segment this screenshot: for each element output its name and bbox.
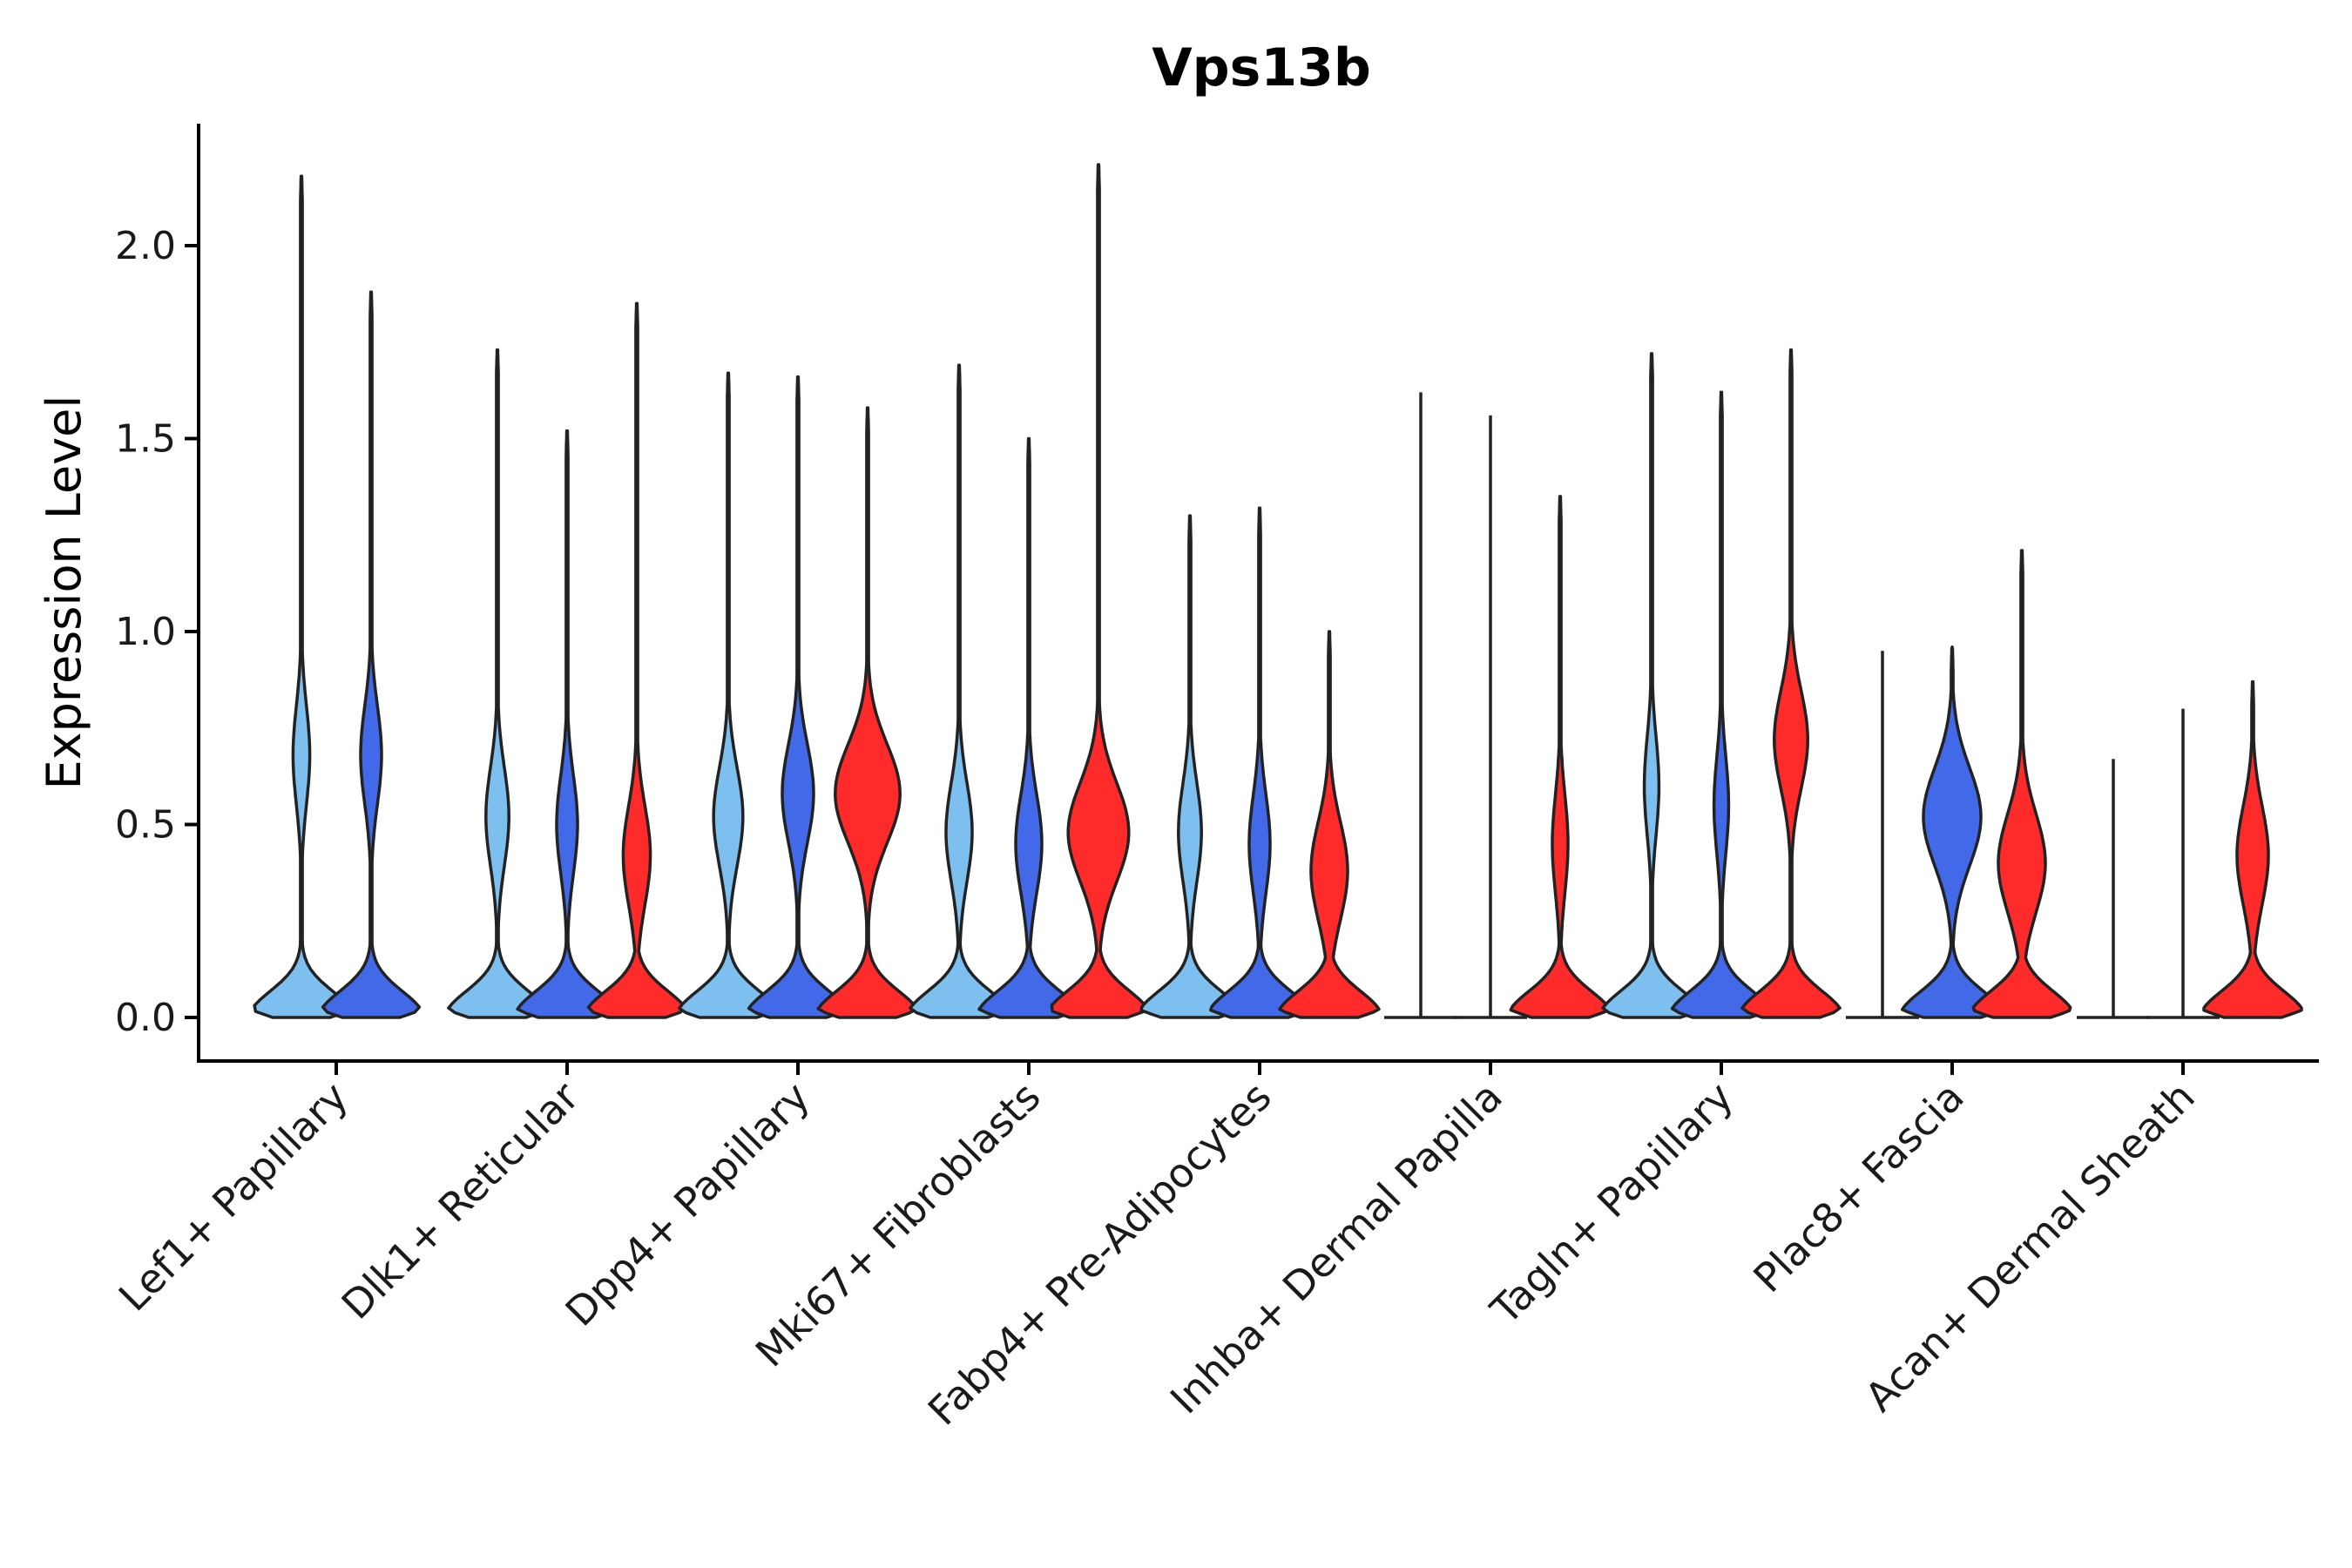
- violin-light: [1601, 352, 1702, 1019]
- violin-light: [909, 363, 1010, 1019]
- violin-red: [816, 406, 919, 1019]
- y-tick-label: 0.0: [115, 996, 176, 1040]
- violin-blue: [747, 375, 849, 1019]
- violin-light: [1139, 514, 1240, 1019]
- violin-light: [447, 348, 548, 1019]
- violin-blue: [321, 290, 422, 1019]
- violin-red: [586, 301, 687, 1019]
- violin-group: [253, 163, 2303, 1019]
- violin-red: [1740, 348, 1842, 1019]
- violin-red: [2202, 679, 2303, 1019]
- violin-red: [1050, 163, 1147, 1019]
- violin-blue: [516, 429, 618, 1019]
- y-axis-title: Expression Level: [37, 395, 91, 790]
- x-tick-label: Dlk1+ Reticular: [333, 1073, 588, 1328]
- violin-blue: [1900, 645, 2004, 1019]
- violin-light: [677, 371, 780, 1019]
- chart-title: Vps13b: [1152, 37, 1371, 98]
- y-tick-label: 1.5: [115, 417, 176, 462]
- violin-blue: [1670, 390, 1773, 1019]
- violin-red: [1971, 549, 2072, 1019]
- violin-red: [1278, 630, 1381, 1019]
- x-tick-label: Plac8+ Fascia: [1744, 1073, 1972, 1301]
- x-tick-label: Lef1+ Papillary: [110, 1073, 357, 1321]
- violin-blue: [977, 436, 1080, 1019]
- violin-red: [1509, 495, 1612, 1019]
- x-tick-label: Dpp4+ Papillary: [557, 1073, 819, 1335]
- y-axis-ticks: 0.0 0.5 1.0 1.5 2.0: [115, 224, 199, 1040]
- y-tick-label: 0.5: [115, 803, 176, 848]
- violin-light: [253, 174, 350, 1019]
- violin-blue: [1209, 506, 1310, 1019]
- y-tick-label: 1.0: [115, 610, 176, 654]
- x-tick-label: Tagln+ Papillary: [1481, 1073, 1742, 1335]
- y-tick-label: 2.0: [115, 224, 176, 268]
